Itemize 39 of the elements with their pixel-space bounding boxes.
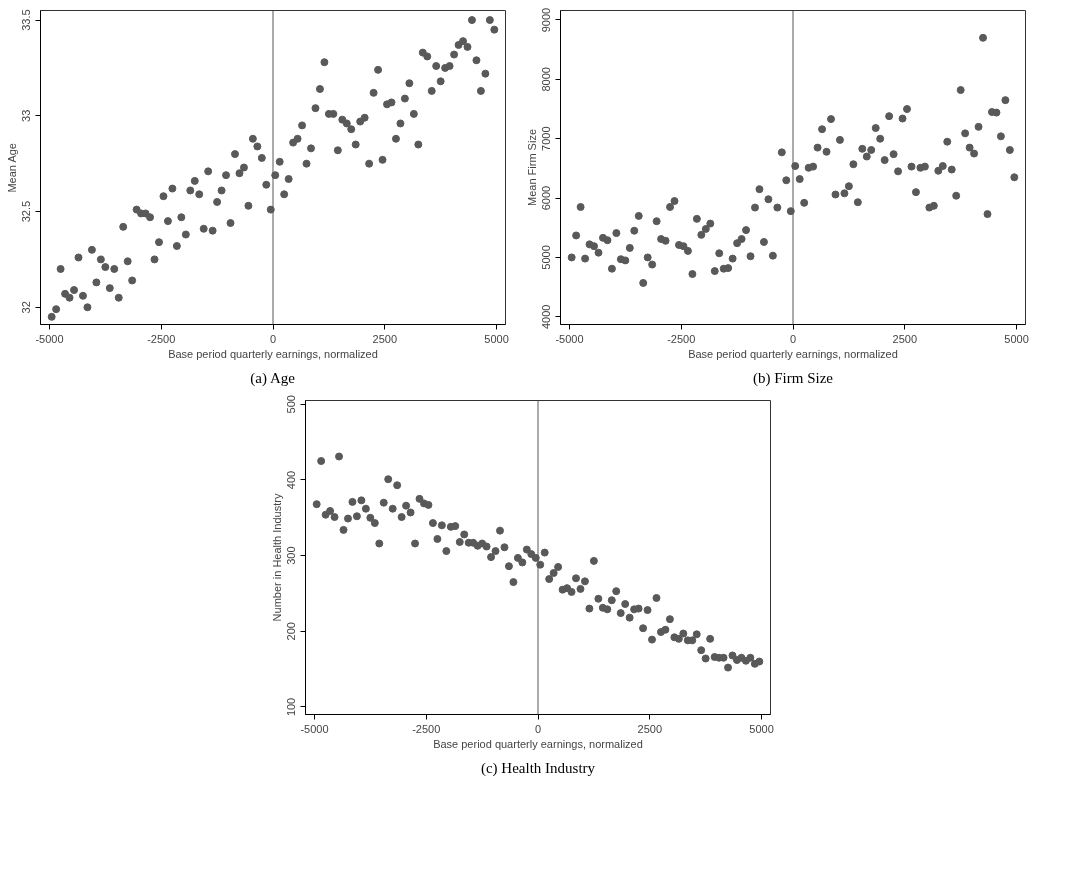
x-tick-label: 0 [269,332,277,345]
x-axis-title: Base period quarterly earnings, normalized [688,347,898,360]
y-tick-label: 500 [285,395,298,414]
y-tick-label: 7000 [540,126,553,151]
x-tick-label: 2500 [372,332,398,345]
x-axis-title: Base period quarterly earnings, normalized [433,737,643,750]
x-tick-label: 0 [789,332,797,345]
text: (b) Firm Size [753,369,834,387]
y-tick-label: 32.5 [20,200,33,223]
x-tick-label: 2500 [892,332,918,345]
y-tick-label: 33 [20,109,33,122]
y-tick-label: 4000 [540,304,553,330]
y-tick-label: 33.5 [20,9,33,31]
x-tick-label: -2500 [147,332,176,345]
text: (c) Health Industry [480,759,596,777]
y-tick-label: 5000 [540,245,553,270]
y-tick-label: 300 [285,546,298,565]
y-tick-label: 32 [20,301,33,314]
y-tick-label: 6000 [540,185,553,211]
y-tick-label: 200 [285,622,298,641]
x-tick-label: 0 [534,722,542,735]
y-axis-title: Mean Age [5,143,18,193]
y-axis-title: Number in Health Industry [270,493,283,622]
x-tick-label: 5000 [484,332,509,345]
x-tick-label: -5000 [300,722,329,735]
y-tick-label: 8000 [540,67,553,92]
x-tick-label: -2500 [667,332,696,345]
x-tick-label: -5000 [555,332,584,345]
y-axis-title: Mean Firm Size [525,128,538,207]
y-tick-label: 400 [285,470,298,490]
x-tick-label: 2500 [637,722,663,735]
x-tick-label: 5000 [1004,332,1029,345]
y-tick-label: 9000 [540,7,553,33]
text: (a) Age [250,369,296,387]
y-tick-label: 100 [285,697,298,717]
x-tick-label: 5000 [749,722,774,735]
x-axis-title: Base period quarterly earnings, normalized [168,347,378,360]
x-tick-label: -5000 [35,332,64,345]
x-tick-label: -2500 [412,722,441,735]
